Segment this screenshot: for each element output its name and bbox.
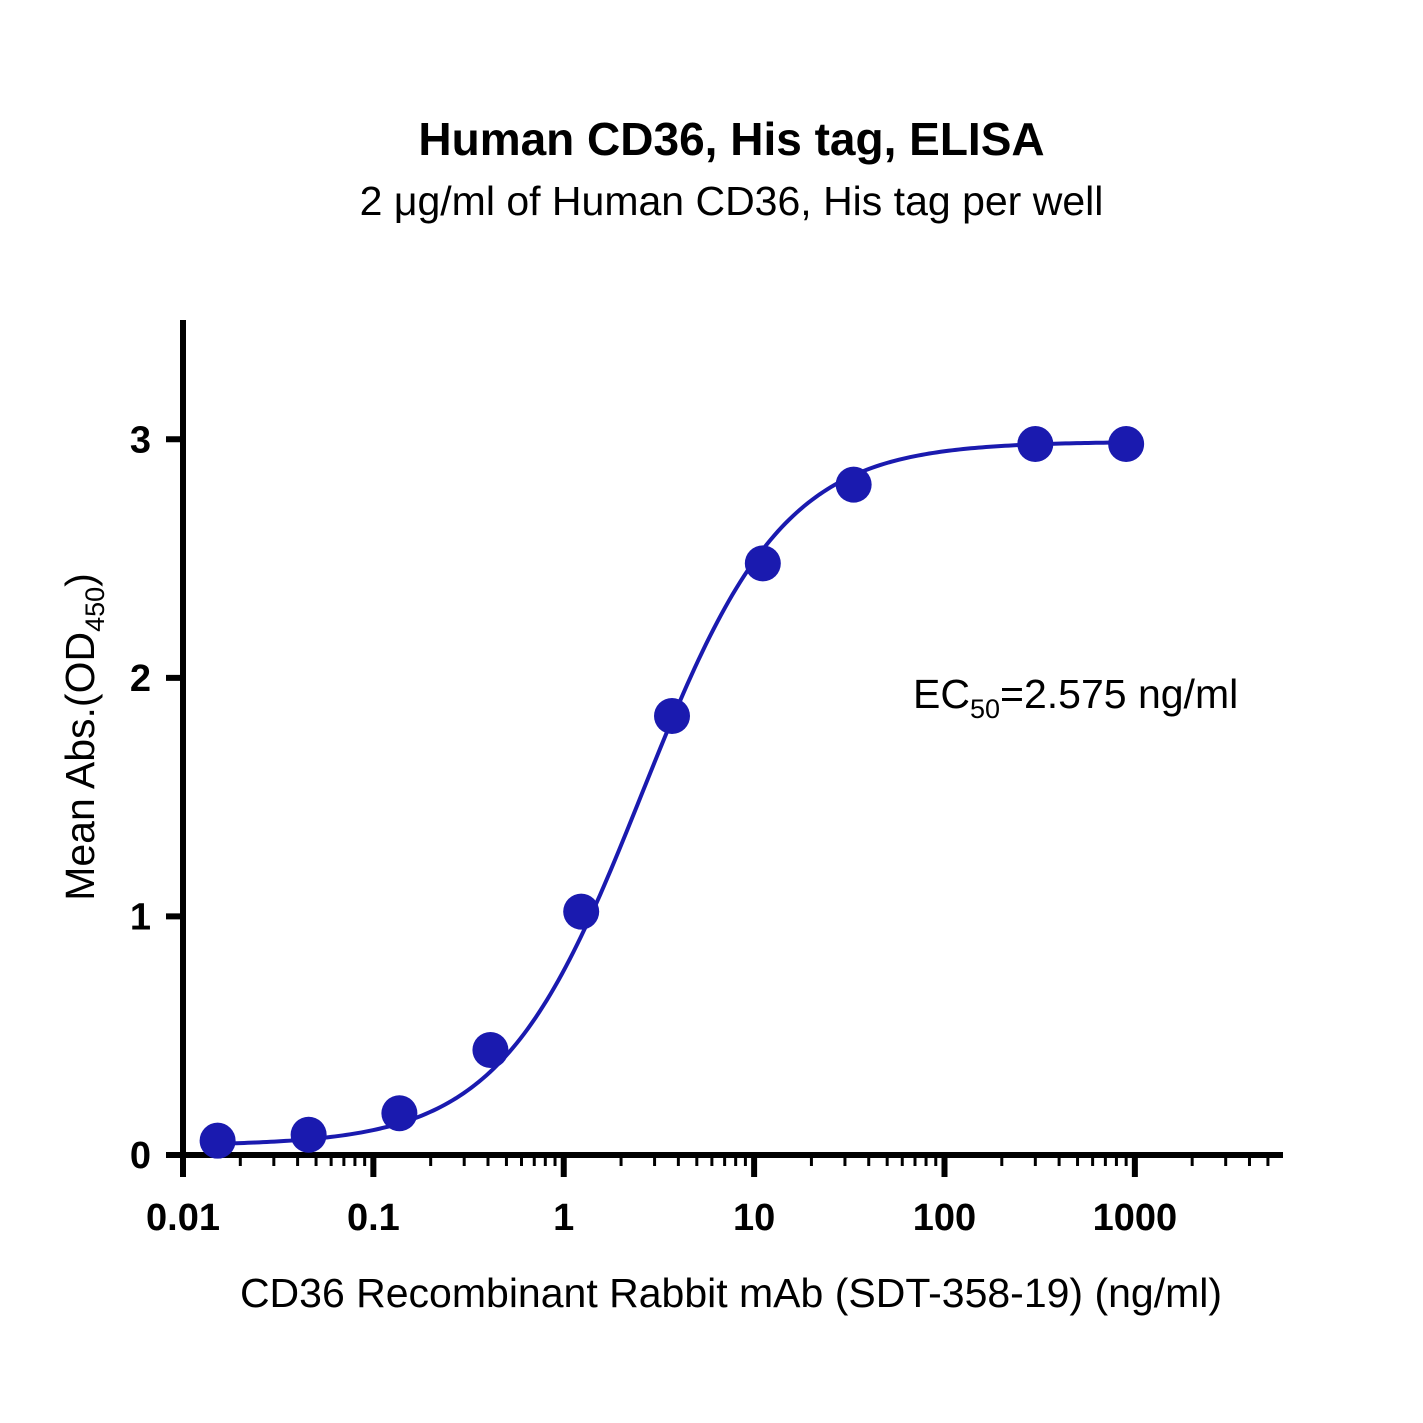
ec50-annotation-main: EC bbox=[913, 671, 970, 717]
x-tick-label: 0.1 bbox=[347, 1197, 400, 1239]
y-tick-label: 0 bbox=[130, 1135, 151, 1177]
ec50-annotation: EC50=2.575 ng/ml bbox=[913, 671, 1238, 724]
data-point bbox=[744, 545, 781, 582]
chart-subtitle: 2 μg/ml of Human CD36, His tag per well bbox=[359, 178, 1104, 224]
data-point bbox=[290, 1116, 327, 1153]
x-tick-label: 100 bbox=[913, 1197, 976, 1239]
y-tick-label: 1 bbox=[130, 896, 151, 938]
data-points bbox=[199, 426, 1145, 1159]
data-point bbox=[563, 893, 600, 930]
x-axis-label: CD36 Recombinant Rabbit mAb (SDT-358-19)… bbox=[240, 1270, 1222, 1316]
fit-curve-layer bbox=[217, 440, 1127, 1146]
data-point bbox=[1108, 426, 1145, 463]
fit-curve bbox=[217, 440, 1127, 1146]
y-axis-label-main: Mean Abs.(OD bbox=[57, 632, 103, 901]
y-tick-label: 2 bbox=[130, 658, 151, 700]
data-point bbox=[472, 1032, 509, 1069]
x-tick-label: 1 bbox=[553, 1197, 574, 1239]
ec50-annotation-end: =2.575 ng/ml bbox=[1000, 671, 1238, 717]
chart-title: Human CD36, His tag, ELISA bbox=[418, 113, 1045, 165]
x-tick-label: 0.01 bbox=[146, 1197, 220, 1239]
data-point bbox=[835, 466, 872, 503]
ec50-annotation-subscript: 50 bbox=[970, 694, 1000, 724]
data-point bbox=[654, 698, 691, 735]
data-point bbox=[199, 1122, 236, 1159]
axes: 0 1 2 3 0.01 0.1 1 10 100 1000 bbox=[130, 320, 1283, 1239]
x-tick-label: 1000 bbox=[1093, 1197, 1178, 1239]
y-axis-label: Mean Abs.(OD450) bbox=[57, 573, 110, 901]
x-tick-label: 10 bbox=[733, 1197, 775, 1239]
y-axis-label-subscript: 450 bbox=[80, 587, 110, 632]
data-point bbox=[1017, 426, 1054, 463]
y-axis-label-end: ) bbox=[57, 573, 103, 587]
y-tick-label: 3 bbox=[130, 419, 151, 461]
data-point bbox=[381, 1095, 418, 1132]
